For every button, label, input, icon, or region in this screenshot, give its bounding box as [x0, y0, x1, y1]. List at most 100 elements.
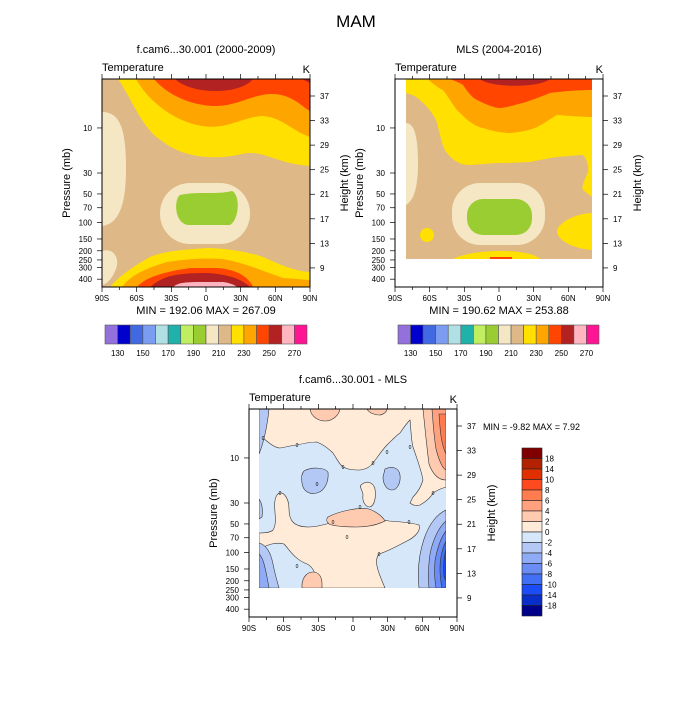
colorbar-swatch: [230, 324, 245, 345]
y2-tick-label: 9: [613, 264, 618, 273]
x-tick-label: 30S: [457, 294, 471, 303]
colorbar-swatch: [521, 531, 543, 543]
colorbar-swatch: [535, 324, 550, 345]
colorbar-label: -8: [545, 570, 553, 579]
panel-left-label: Temperature: [102, 62, 164, 74]
colorbar-label: 18: [545, 455, 554, 464]
colorbar-label: 6: [545, 497, 550, 506]
y2-tick-label: 33: [467, 447, 476, 456]
colorbar-layer: 130 150 170 190 210 230 250 270 130 150 170 190 210 2…: [104, 324, 600, 617]
y2-tick-label: 25: [467, 496, 476, 505]
min-max-label: MIN = 190.62 MAX = 253.88: [429, 305, 568, 317]
colorbar-label: 270: [288, 349, 302, 358]
y-tick-label: 200: [226, 577, 240, 586]
y-tick-label: 50: [83, 190, 92, 199]
colorbar-swatch: [521, 447, 543, 459]
colorbar-label: 170: [161, 349, 175, 358]
contour-label: 0: [386, 450, 389, 456]
colorbar-swatch: [521, 479, 543, 491]
colorbar-label: 230: [237, 349, 251, 358]
panel-title: f.cam6...30.001 (2000-2009): [137, 44, 276, 56]
panel-left-label: Temperature: [249, 392, 311, 404]
colorbar-swatch: [460, 324, 474, 345]
y-tick-label: 400: [372, 275, 386, 284]
colorbar-swatch: [142, 324, 156, 345]
contour-label: 0: [372, 461, 375, 467]
x-tick-label: 60S: [130, 294, 144, 303]
contour-label: 0: [296, 564, 299, 570]
y2-tick-label: 9: [320, 264, 325, 273]
y2-axis-label: Height (km): [339, 155, 351, 212]
colorbar-swatch: [485, 324, 499, 345]
x-tick-label: 60N: [415, 624, 430, 633]
y-tick-label: 30: [83, 169, 92, 178]
contour-label: 0: [359, 505, 362, 511]
colorbar-swatch: [510, 324, 524, 345]
units-label: K: [596, 64, 604, 76]
y-tick-label: 250: [79, 256, 93, 265]
y2-axis-label: Height (km): [632, 155, 644, 212]
colorbar-label: 130: [111, 349, 125, 358]
y-tick-label: 10: [230, 454, 239, 463]
y-tick-label: 10: [376, 124, 385, 133]
x-tick-label: 0: [351, 624, 356, 633]
colorbar-swatch: [473, 324, 487, 345]
panel-axes: MLS (2004-2016) Temperature K 90S 60S 30S 0 30N…: [354, 44, 644, 317]
y-tick-label: 30: [230, 499, 239, 508]
colorbar-swatch: [294, 324, 308, 345]
y-tick-label: 400: [226, 605, 240, 614]
contour-fill: [259, 409, 446, 588]
colorbar-swatch: [573, 324, 587, 345]
colorbar-swatch: [523, 324, 537, 345]
y-tick-label: 300: [372, 263, 386, 272]
y2-tick-label: 17: [613, 215, 622, 224]
y2-tick-label: 21: [320, 190, 329, 199]
colorbar-swatch: [586, 324, 600, 345]
colorbar-swatch: [422, 324, 436, 345]
colorbar-label: 150: [429, 349, 443, 358]
y2-tick-label: 33: [613, 117, 622, 126]
y-tick-label: 100: [226, 548, 240, 557]
x-tick-label: 30S: [311, 624, 325, 633]
y2-tick-label: 9: [467, 594, 472, 603]
colorbar-label: 250: [262, 349, 276, 358]
y2-tick-label: 17: [467, 545, 476, 554]
colorbar-label: -6: [545, 560, 553, 569]
y2-tick-label: 13: [467, 569, 476, 578]
colorbar-swatch: [104, 324, 118, 345]
y2-tick-label: 37: [467, 422, 476, 431]
colorbar-swatch: [521, 584, 543, 596]
colorbar-swatch: [435, 324, 449, 345]
colorbar-label: 210: [504, 349, 518, 358]
min-max-label: MIN = 192.06 MAX = 267.09: [136, 305, 275, 317]
y-tick-label: 70: [83, 204, 92, 213]
colorbar-swatch: [521, 458, 543, 470]
colorbar-swatch: [268, 324, 283, 345]
colorbar-label: 10: [545, 476, 554, 485]
y-tick-label: 400: [79, 275, 93, 284]
colorbar-swatch: [521, 521, 543, 533]
colorbar-swatch: [521, 594, 543, 606]
panel-title: f.cam6...30.001 - MLS: [299, 374, 407, 386]
colorbar-swatch: [521, 542, 543, 554]
y-tick-label: 50: [376, 190, 385, 199]
contour-label: 0: [316, 482, 319, 488]
x-tick-label: 90S: [242, 624, 256, 633]
colorbar-swatch: [180, 324, 194, 345]
colorbar-swatch: [521, 552, 543, 564]
y-tick-label: 250: [226, 586, 240, 595]
contour-label: 0: [342, 465, 345, 471]
colorbar-label: 270: [580, 349, 594, 358]
y-tick-label: 100: [372, 218, 386, 227]
y2-tick-label: 37: [320, 92, 329, 101]
colorbar-swatch: [410, 324, 424, 345]
y-tick-label: 70: [230, 534, 239, 543]
y2-tick-label: 29: [320, 141, 329, 150]
contour-label: 0: [296, 443, 299, 449]
y2-tick-label: 13: [613, 239, 622, 248]
y2-tick-label: 29: [467, 471, 476, 480]
colorbar-label: 4: [545, 507, 550, 516]
y-tick-label: 150: [372, 235, 386, 244]
x-tick-label: 60N: [268, 294, 283, 303]
